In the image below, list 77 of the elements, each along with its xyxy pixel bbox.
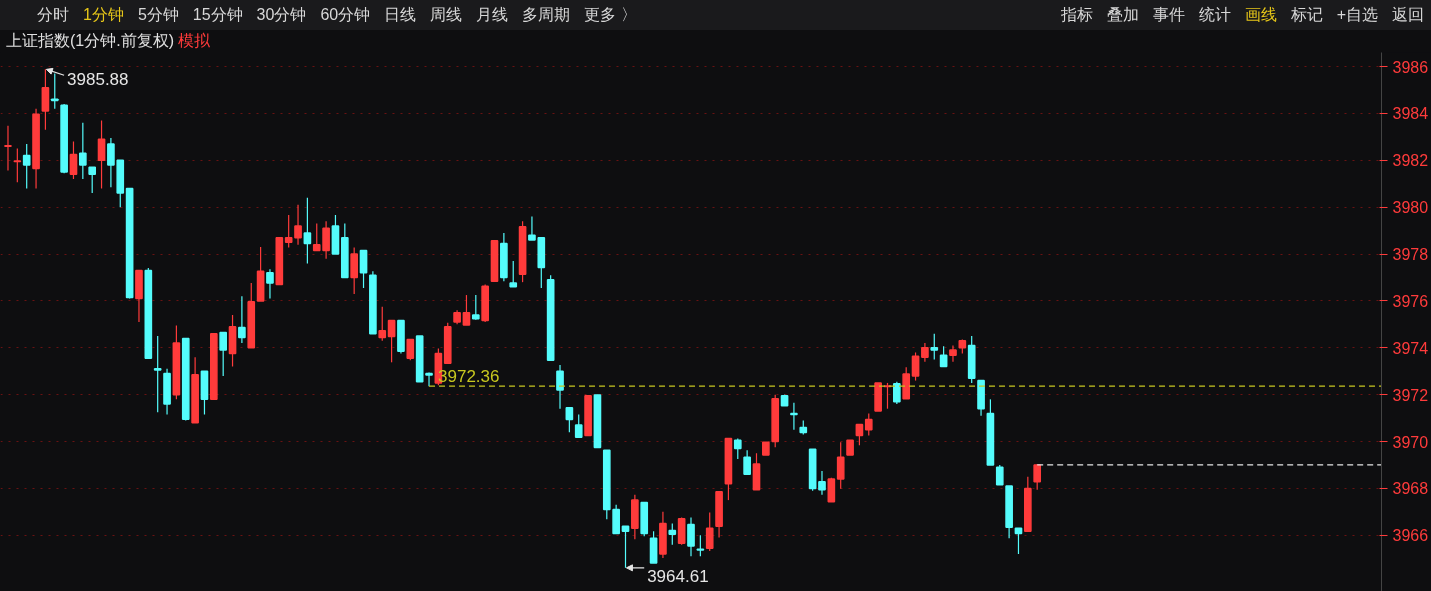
text: 事件 — [1152, 5, 1185, 23]
y-tick-label: 3970 — [1392, 433, 1429, 451]
y-tick-label: 3966 — [1392, 527, 1429, 545]
candlestick — [387, 319, 396, 363]
candlestick — [743, 449, 751, 476]
candlestick — [4, 125, 12, 171]
candlestick — [574, 413, 583, 439]
candlestick — [696, 534, 705, 557]
text: 统计 — [1198, 5, 1231, 23]
candlestick — [509, 260, 518, 288]
text: 分时 — [37, 5, 69, 23]
text: 60分钟 — [320, 5, 371, 23]
candlestick — [284, 214, 293, 249]
candlestick — [1014, 527, 1023, 555]
candlestick — [219, 331, 228, 377]
text: 周线 — [430, 5, 463, 23]
candlestick — [471, 294, 480, 321]
candlestick — [69, 140, 78, 180]
annotation: 3985.88 — [67, 70, 129, 90]
text: 返回 — [1392, 5, 1424, 23]
text: 叠加 — [1106, 5, 1139, 23]
candlestick — [565, 407, 574, 433]
candlestick — [378, 306, 387, 342]
y-tick-label: 3976 — [1392, 292, 1429, 310]
candlestick — [1033, 463, 1042, 491]
candlestick — [836, 441, 845, 490]
chart-title: 上证指数(1分钟.前复权) — [6, 32, 174, 49]
chart-subtitle: 模拟 — [178, 32, 211, 49]
y-tick-label: 3982 — [1392, 152, 1429, 170]
text: 15分钟 — [192, 5, 243, 23]
y-tick-label: 3986 — [1392, 58, 1429, 76]
candlestick — [864, 412, 873, 437]
candlestick — [949, 344, 957, 363]
candlestick — [22, 143, 31, 190]
y-tick-label: 3968 — [1392, 480, 1429, 498]
candlestick — [41, 68, 50, 131]
text: 5分钟 — [137, 5, 179, 23]
text: 多周期 — [522, 5, 571, 23]
candlestick — [13, 147, 22, 183]
y-tick-label: 3972 — [1392, 386, 1429, 404]
text: 标记 — [1290, 5, 1323, 23]
y-tick-label: 3978 — [1392, 246, 1429, 264]
candlestick — [462, 294, 471, 326]
candlestick — [266, 268, 274, 300]
candlestick — [930, 333, 939, 361]
candlestick — [406, 338, 415, 361]
candlestick — [556, 364, 564, 410]
y-tick-label: 3980 — [1392, 199, 1429, 217]
text: 指标 — [1060, 5, 1093, 23]
text: +自选 — [1336, 5, 1378, 23]
candlestick — [359, 249, 368, 289]
text: 月线 — [476, 5, 509, 23]
candlestick — [921, 342, 929, 363]
candlestick — [153, 335, 162, 413]
candlestick — [687, 516, 695, 557]
annotation: 3964.61 — [647, 566, 709, 586]
candlestick — [303, 197, 312, 265]
text: 1分钟 — [83, 5, 124, 23]
candlestick — [294, 204, 302, 246]
candlestick — [995, 464, 1004, 486]
candlestick — [705, 511, 714, 552]
text: 30分钟 — [256, 5, 307, 23]
text: 日线 — [384, 5, 417, 23]
candlestick — [668, 522, 677, 546]
text: 更多 〉 — [584, 5, 637, 23]
candlestick — [818, 470, 826, 496]
candlestick — [733, 437, 742, 460]
candlestick — [350, 246, 359, 295]
candlestick — [88, 166, 97, 194]
candlestick — [911, 351, 920, 382]
y-tick-label: 3974 — [1392, 339, 1429, 357]
text: 画线 — [1244, 5, 1277, 23]
candlestick — [893, 381, 901, 405]
candlestick — [79, 122, 87, 180]
y-tick-label: 3984 — [1392, 105, 1429, 123]
candlestick — [97, 119, 106, 190]
candlestick — [238, 295, 246, 344]
